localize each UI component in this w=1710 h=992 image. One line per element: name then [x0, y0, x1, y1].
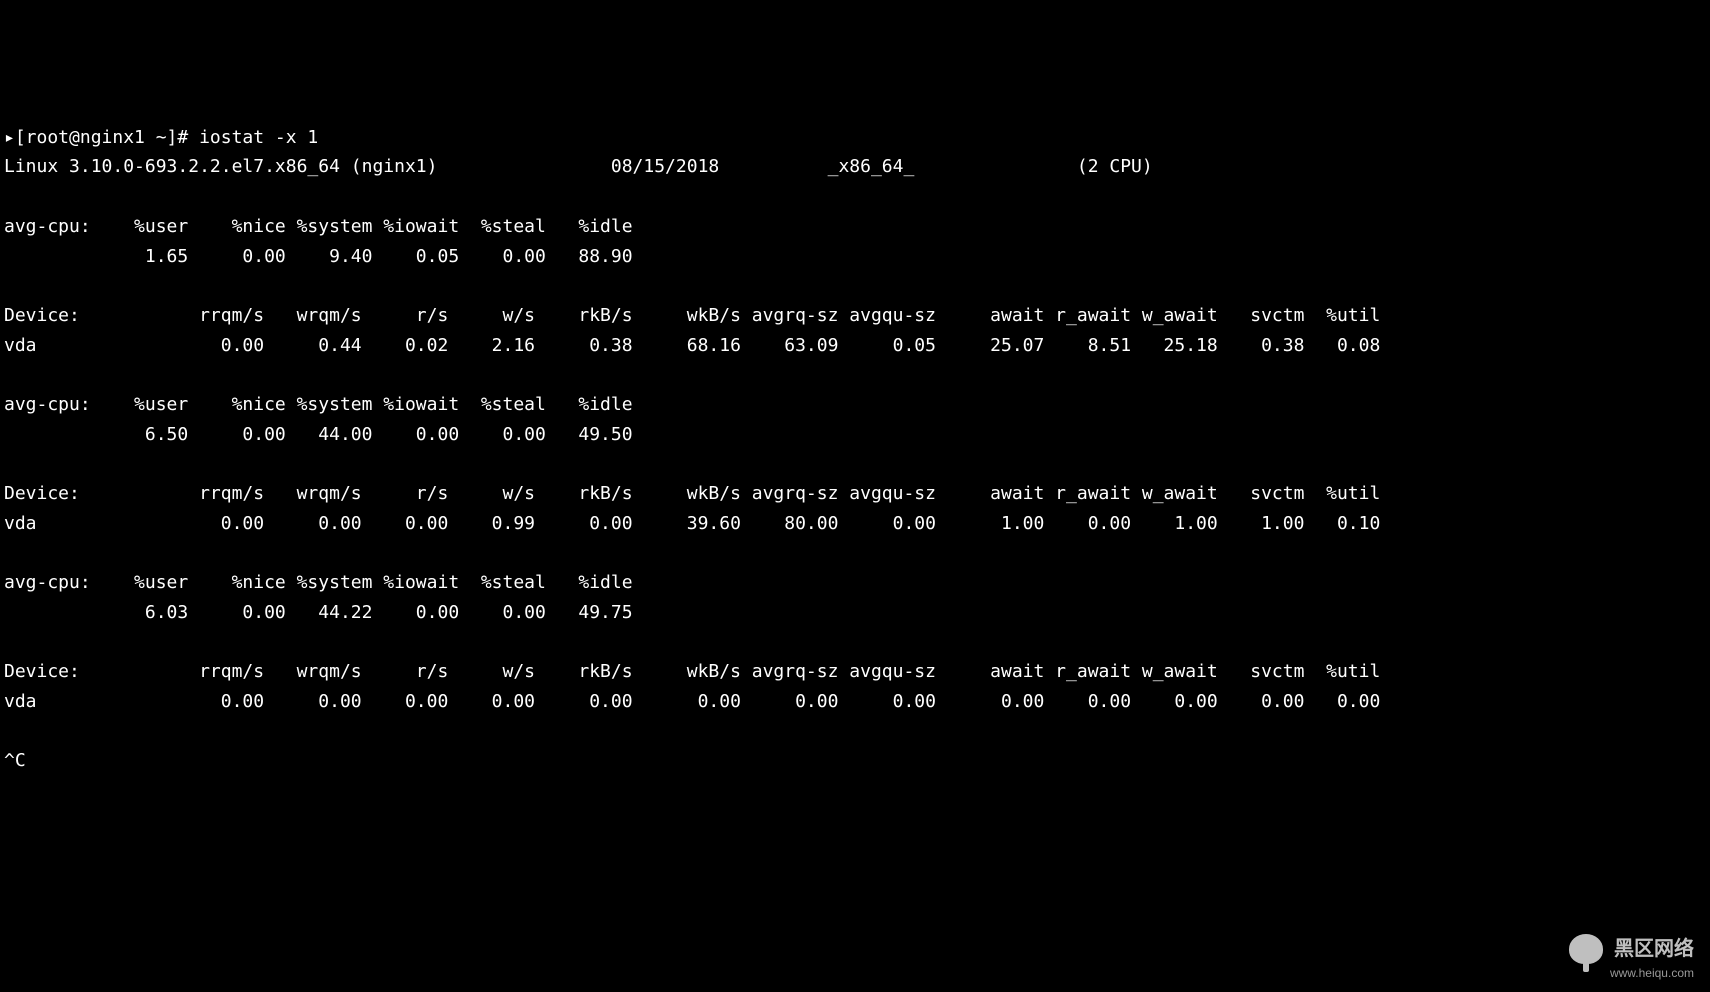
watermark: 黑区网络 www.heiqu.com [1569, 933, 1694, 984]
terminal-output: ▸[root@nginx1 ~]# iostat -x 1 Linux 3.10… [4, 123, 1706, 776]
mushroom-icon [1569, 934, 1603, 964]
watermark-title: 黑区网络 [1614, 933, 1694, 966]
